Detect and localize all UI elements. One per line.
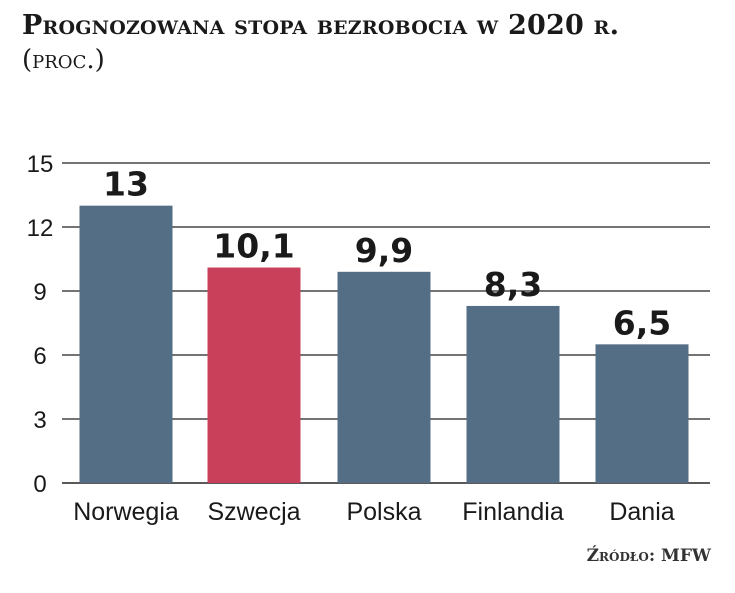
bar [337,271,431,483]
x-tick-label: Dania [609,498,674,526]
x-tick-label: Finlandia [462,498,564,526]
bars [79,205,689,483]
x-tick-label: Szwecja [207,498,300,526]
data-label: 9,9 [355,231,413,270]
y-tick-label: 9 [33,279,46,306]
chart-title: Prognozowana stopa bezrobocia w 2020 r. [22,10,620,41]
y-axis-tick-labels: 0 3 6 9 12 15 [27,151,54,498]
data-label: 13 [103,165,149,204]
y-tick-label: 15 [27,151,54,178]
y-tick-label: 12 [27,215,54,242]
chart-subtitle: (proc.) [22,45,105,75]
data-label: 8,3 [484,265,542,304]
data-labels: 13 10,1 9,9 8,3 6,5 [103,165,671,343]
x-axis-tick-labels: Norwegia Szwecja Polska Finlandia Dania [73,498,675,526]
bar [595,344,689,483]
data-label: 6,5 [613,303,671,342]
y-tick-label: 6 [33,343,46,370]
source-note: Źródło: MFW [586,546,711,566]
y-tick-label: 0 [33,471,46,498]
bar [79,205,173,483]
data-label: 10,1 [213,227,294,266]
y-tick-label: 3 [33,407,46,434]
bar [466,305,560,483]
bar [207,267,301,483]
x-tick-label: Polska [346,498,421,526]
x-tick-label: Norwegia [73,498,179,526]
